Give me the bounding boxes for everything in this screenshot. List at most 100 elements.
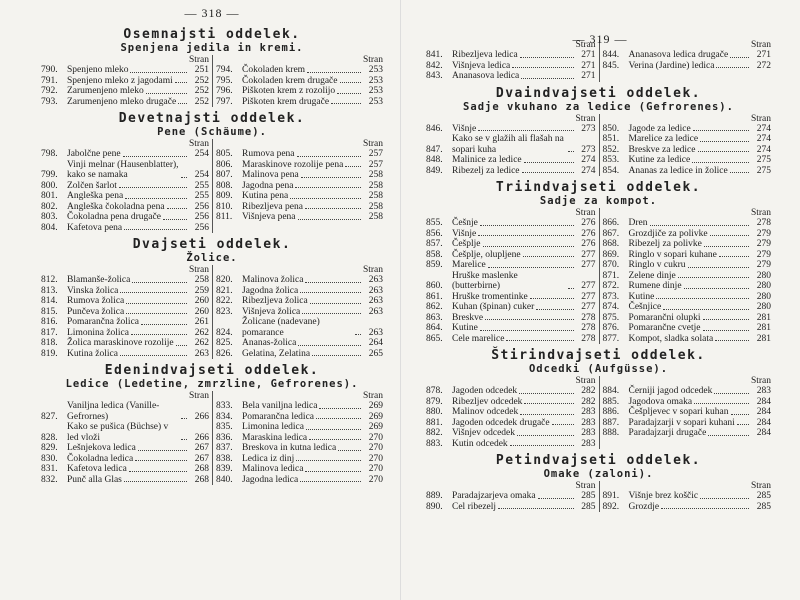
index-entry: 850. Jagode za ledice 274 [603, 124, 772, 135]
index-entry: 833. Bela vaniljna ledica 269 [216, 401, 383, 412]
entry-name: Punčeva žolica [67, 306, 125, 317]
leader-dots [300, 292, 361, 293]
column: Stran 889. Paradajzarjeva omaka 285 890. Cel … [423, 481, 599, 512]
entry-name: Maraskinove rozolije pena [242, 159, 344, 170]
entry-page: 265 [368, 348, 383, 359]
entry-number: 791. [41, 75, 58, 86]
index-entry: 829. Lešnjekova ledica 267 [41, 443, 209, 454]
entry-number: 862. [426, 302, 443, 312]
index-entry: 801. Angleška pena 255 [41, 191, 209, 202]
leader-dots [305, 470, 361, 472]
index-entry: 890. Cel ribezelj 285 [426, 502, 596, 513]
entry-page: 264 [368, 338, 383, 348]
entry-number: 835. [216, 422, 233, 432]
entry-number: 882. [426, 428, 443, 438]
entry-number: 891. [602, 491, 620, 501]
entry-number: 866. [602, 218, 620, 228]
entry-page: 253 [368, 65, 383, 75]
leader-dots [338, 449, 361, 451]
leader-dots [519, 392, 574, 394]
index-entry: 819. Kutina žolica 263 [41, 349, 209, 360]
leader-dots [122, 155, 187, 157]
leader-dots [523, 161, 574, 163]
entry-page: 262 [194, 327, 209, 338]
entry-page: 279 [756, 249, 771, 260]
entry-number: 830. [41, 453, 58, 464]
index-entry: 821. Jagodna žolica 263 [216, 286, 383, 297]
leader-dots [521, 172, 574, 173]
entry-page: 278 [581, 312, 596, 323]
entry-name: Češnje [452, 218, 478, 228]
entry-name: Vaniljna ledica (Vanille-Gefrornes) [67, 401, 160, 422]
entry-page: 263 [368, 285, 383, 296]
column: Stran 844. Ananasova ledica drugače 271 845.… [598, 40, 775, 82]
leader-dots [126, 302, 187, 304]
index-entry: 834. Pomarančna ledica 269 [216, 412, 383, 423]
entry-name: Ribezljev odcedek [452, 396, 523, 407]
index-entry: 809. Kutina pena 258 [216, 191, 383, 202]
index-entry: 874. Češnjice 280 [603, 302, 772, 313]
index-entry: 838. Ledica iz dinj 270 [216, 454, 383, 465]
entry-name: Malinova žolica [242, 275, 304, 285]
entry-page: 278 [756, 218, 771, 228]
entry-name: Kutina žolica [67, 348, 118, 359]
entry-name: Malinice za ledice [452, 155, 522, 165]
index-entry: 854. Ananas za ledice in žolice 275 [603, 166, 772, 177]
index-entry: 840. Jagodna ledica 270 [216, 475, 383, 486]
entry-number: 868. [602, 239, 620, 249]
entry-page: 279 [756, 239, 771, 249]
entry-name: Ribezelj za ledice [452, 165, 520, 176]
index-entry: 808. Jagodna pena 258 [216, 181, 383, 192]
entry-number: 847. [426, 144, 443, 155]
entry-page: 269 [368, 422, 383, 432]
leader-dots [181, 418, 187, 419]
entry-number: 843. [426, 71, 443, 81]
section-subtitle: Omake (zaloni). [543, 468, 654, 480]
column-header: Stran [750, 376, 771, 386]
entry-number: 838. [216, 453, 233, 464]
index-entry: 875. Pomarančni olupki 281 [603, 313, 772, 324]
section-subtitle: Sadje vkuhano za ledice (Gefrorenes). [463, 100, 734, 113]
section: Dvajseti oddelek. Žolice. Stran 812. Blamanš… [38, 237, 386, 359]
leader-dots [702, 329, 749, 331]
entry-name: Češpljevec v sopari kuhan [628, 407, 729, 417]
entry-name: Grozdje [628, 501, 660, 512]
index-entry: 830. Čokoladna ledica 267 [41, 454, 209, 465]
leader-dots [479, 329, 574, 331]
entry-number: 867. [602, 228, 620, 239]
entry-page: 260 [194, 306, 209, 317]
entry-name: Ananas za ledice in žolice [628, 165, 728, 176]
index-entry: 880. Malinov odcedek 283 [426, 407, 596, 418]
leader-dots [683, 287, 749, 289]
leader-dots [661, 508, 749, 509]
entry-name: Hruške maslenke (butterbirne) [452, 270, 518, 292]
entry-number: 790. [41, 65, 58, 75]
entry-number: 805. [216, 149, 233, 159]
index-entry: 846. Višnje 273 [426, 124, 596, 135]
entry-name: Kutina pena [242, 191, 289, 201]
index-entry: 869. Ringlo v sopari kuhane 279 [603, 250, 772, 261]
entry-page: 266 [194, 411, 209, 422]
index-entry: 793. Zarumenjeno mleko drugače 252 [41, 97, 209, 108]
entry-number: 853. [602, 155, 620, 165]
section: Petindvajseti oddelek. Omake (zaloni). Str… [423, 453, 774, 512]
index-entry: 799. Vinji melnar (Hausenblatter), kako s… [41, 160, 209, 181]
leader-dots [551, 424, 574, 425]
section-title: Petindvajseti oddelek. [495, 453, 702, 468]
entry-name: Pomarančna ledica [242, 411, 315, 422]
entry-name: Ledica iz dinj [242, 453, 295, 464]
leader-dots [716, 67, 749, 68]
section-subtitle: Pene (Schäume). [157, 126, 267, 138]
leader-dots [709, 235, 749, 236]
entry-page: 280 [756, 281, 771, 291]
leader-dots [296, 460, 361, 461]
column-header: Stran [188, 139, 209, 149]
entry-name: Punč alla Glas [67, 474, 122, 485]
entry-name: Kompot, sladka solata [628, 333, 714, 344]
index-entry: 852. Breskve za ledice 274 [603, 145, 772, 156]
leader-dots [123, 481, 187, 482]
leader-dots [297, 218, 361, 220]
column-header: Stran [750, 113, 771, 124]
leader-dots [730, 413, 749, 415]
column-header: Stran [362, 265, 383, 275]
